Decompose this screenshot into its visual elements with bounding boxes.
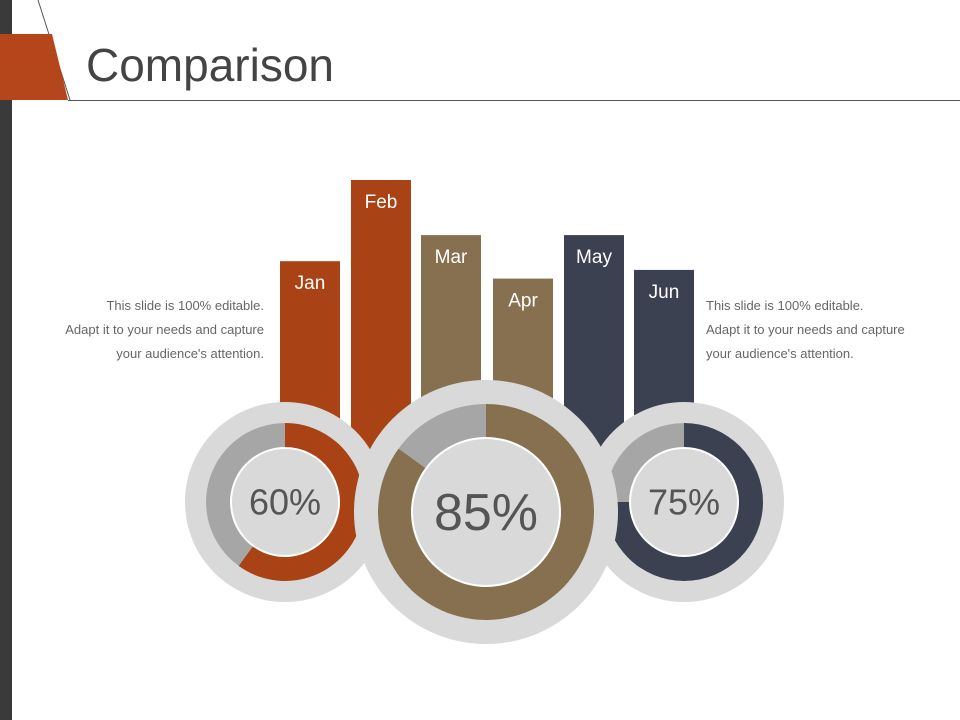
right-description-line: This slide is 100% editable. (706, 298, 864, 313)
donut-85: 85% (354, 380, 618, 644)
donut-value-arc (238, 423, 364, 581)
left-description-line: your audience's attention. (116, 346, 264, 361)
donut-remainder-arc (206, 423, 285, 566)
bar-label-jan: Jan (295, 273, 326, 294)
bar-label-mar: Mar (435, 247, 468, 268)
page-title: Comparison (86, 39, 334, 91)
donut-percent-label: 85% (434, 484, 538, 542)
bar-label-feb: Feb (365, 192, 398, 213)
bar-label-may: May (576, 247, 612, 268)
donut-center (631, 449, 737, 555)
donut-remainder-arc (398, 404, 486, 468)
right-description-line: Adapt it to your needs and capture (706, 322, 905, 337)
donut-remainder-arc (605, 423, 684, 502)
donut-center (232, 449, 338, 555)
donut-60: 60% (185, 402, 385, 602)
donut-value-arc (605, 423, 763, 581)
donut-75: 75% (584, 402, 784, 602)
donut-percent-label: 60% (249, 482, 321, 523)
left-accent-bar (0, 0, 12, 720)
right-description: This slide is 100% editable. Adapt it to… (706, 294, 946, 366)
bar-label-jun: Jun (649, 282, 680, 303)
donut-center (413, 439, 559, 585)
donut-value-arc (378, 404, 594, 620)
left-description-line: Adapt it to your needs and capture (65, 322, 264, 337)
left-description: This slide is 100% editable. Adapt it to… (24, 294, 264, 366)
left-description-line: This slide is 100% editable. (106, 298, 264, 313)
bar-label-apr: Apr (508, 291, 538, 312)
title-accent-tab (0, 0, 71, 101)
right-description-line: your audience's attention. (706, 346, 854, 361)
donut-percent-label: 75% (648, 482, 720, 523)
title-divider (68, 100, 960, 101)
